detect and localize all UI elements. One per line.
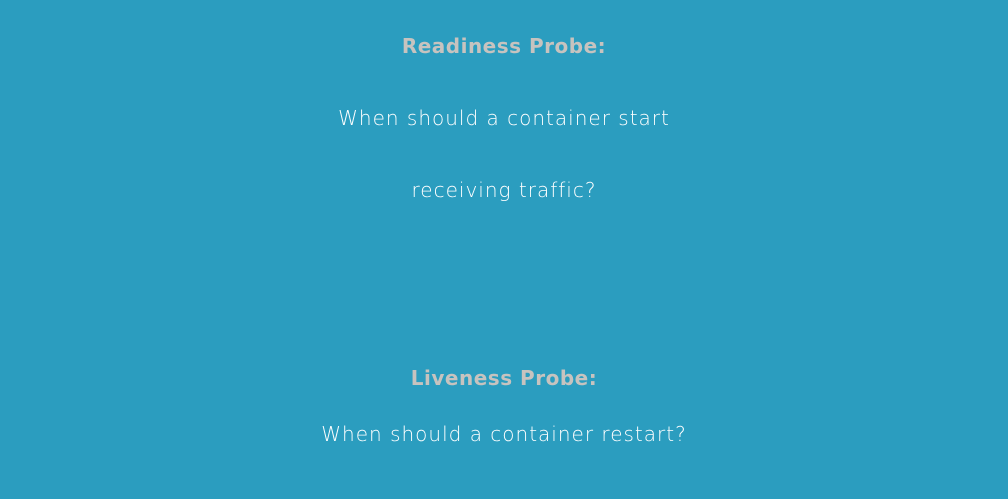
- liveness-probe-title: Liveness Probe:: [410, 366, 598, 390]
- readiness-probe-title: Readiness Probe:: [401, 34, 607, 58]
- liveness-question: When should a container restart?: [321, 422, 687, 446]
- readiness-question-line-1: When should a container start: [338, 106, 670, 130]
- readiness-question-line-2: receiving traffic?: [411, 178, 597, 202]
